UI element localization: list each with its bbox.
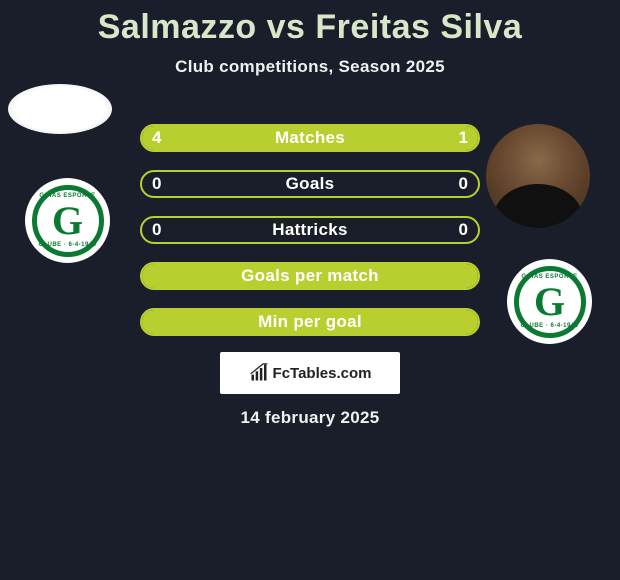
stat-row-goals: Goals0 0 bbox=[140, 170, 480, 198]
comparison-date: 14 february 2025 bbox=[0, 408, 620, 428]
stat-label: Min per goal bbox=[142, 310, 478, 334]
club-letter: G bbox=[534, 282, 565, 322]
player-right-club-badge: GOIÁS ESPORTE G CLUBE · 6-4-1943 bbox=[507, 259, 592, 344]
club-text-top: GOIÁS ESPORTE bbox=[39, 193, 95, 199]
brand-text: FcTables.com bbox=[273, 365, 372, 382]
club-letter: G bbox=[52, 201, 83, 241]
club-text-top: GOIÁS ESPORTE bbox=[521, 274, 577, 280]
stat-label: Goals bbox=[142, 172, 478, 196]
stat-value-right: 1 bbox=[459, 126, 468, 150]
club-text-bottom: CLUBE · 6-4-1943 bbox=[38, 242, 96, 248]
player-left-avatar bbox=[8, 84, 112, 134]
stat-row-goals-per-match: Goals per match bbox=[140, 262, 480, 290]
subtitle: Club competitions, Season 2025 bbox=[0, 57, 620, 77]
page-title: Salmazzo vs Freitas Silva bbox=[0, 0, 620, 47]
bar-chart-icon bbox=[249, 363, 269, 383]
player-left-club-badge: GOIÁS ESPORTE G CLUBE · 6-4-1943 bbox=[25, 178, 110, 263]
club-text-bottom: CLUBE · 6-4-1943 bbox=[520, 323, 578, 329]
stat-label: Goals per match bbox=[142, 264, 478, 288]
stat-value-right: 0 bbox=[459, 218, 468, 242]
comparison-rows: Matches41Goals00Hattricks00Goals per mat… bbox=[140, 124, 480, 354]
stat-value-left: 0 bbox=[152, 218, 161, 242]
stat-value-left: 4 bbox=[152, 126, 161, 150]
stat-label: Matches bbox=[142, 126, 478, 150]
stat-value-left: 0 bbox=[152, 172, 161, 196]
stat-row-min-per-goal: Min per goal bbox=[140, 308, 480, 336]
player-right-avatar bbox=[486, 124, 590, 228]
stat-value-right: 0 bbox=[459, 172, 468, 196]
stat-label: Hattricks bbox=[142, 218, 478, 242]
stat-row-matches: Matches4 1 bbox=[140, 124, 480, 152]
brand-watermark: FcTables.com bbox=[220, 352, 400, 394]
stat-row-hattricks: Hattricks0 0 bbox=[140, 216, 480, 244]
